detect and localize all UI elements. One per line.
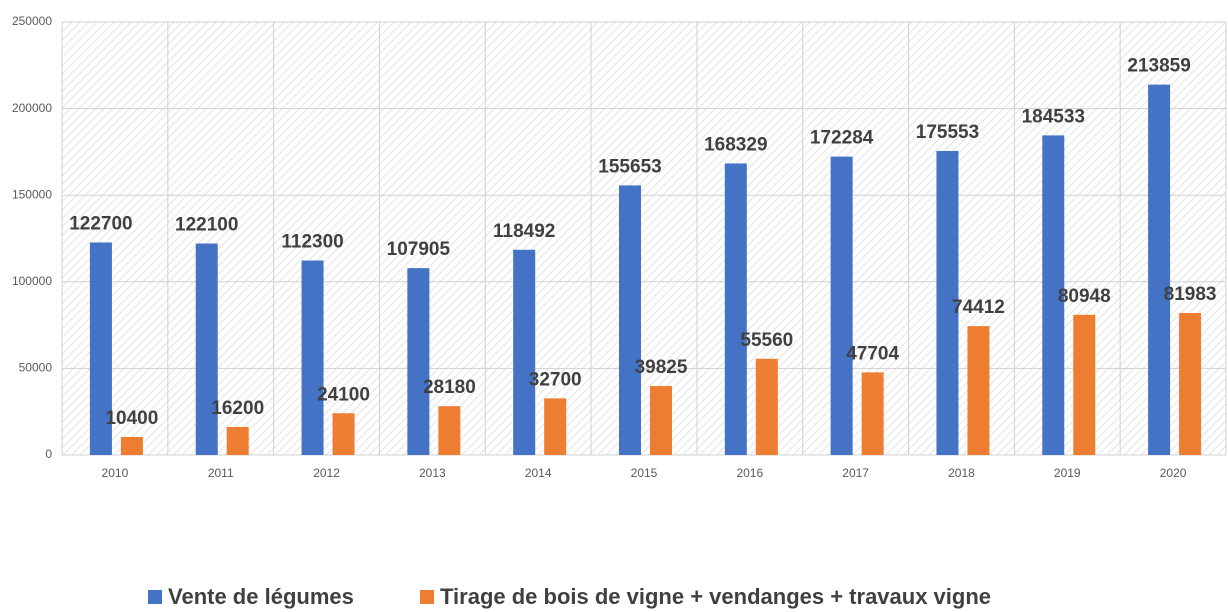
bar	[1042, 135, 1065, 455]
data-label: 118492	[493, 221, 555, 242]
x-tick-label: 2011	[208, 466, 234, 480]
bar	[650, 386, 672, 455]
bar	[619, 185, 641, 455]
data-label: 81983	[1164, 284, 1217, 305]
y-tick-label: 0	[45, 447, 52, 461]
data-label: 175553	[916, 122, 979, 143]
legend-label: Vente de légumes	[168, 584, 354, 609]
y-tick-label: 50000	[19, 361, 53, 375]
bar	[1073, 314, 1096, 455]
bar	[724, 163, 747, 456]
x-tick-label: 2012	[313, 466, 340, 480]
x-tick-label: 2013	[419, 466, 446, 480]
y-tick-label: 200000	[12, 101, 52, 115]
data-label: 122100	[175, 215, 238, 236]
bar	[830, 156, 853, 455]
x-tick-label: 2016	[736, 466, 763, 480]
x-tick-label: 2017	[842, 466, 869, 480]
legend-marker	[420, 590, 434, 604]
data-label: 10400	[105, 408, 158, 429]
plot-background	[62, 22, 1226, 455]
x-tick-label: 2014	[525, 466, 552, 480]
bar	[967, 326, 990, 455]
bar	[1148, 84, 1171, 455]
bar	[120, 436, 143, 455]
legend-label: Tirage de bois de vigne + vendanges + tr…	[440, 584, 991, 609]
bar	[438, 406, 461, 455]
bar	[1179, 313, 1202, 455]
x-tick-label: 2015	[631, 466, 658, 480]
bar	[332, 413, 355, 455]
bar	[936, 150, 959, 455]
data-label: 28180	[423, 377, 476, 398]
data-label: 122700	[69, 213, 132, 234]
data-label: 213859	[1127, 56, 1190, 77]
bar	[513, 249, 536, 455]
y-tick-label: 250000	[12, 14, 52, 28]
data-label: 112300	[281, 232, 343, 253]
bar	[407, 268, 430, 455]
bar	[861, 372, 884, 455]
data-label: 47704	[846, 343, 899, 364]
data-label: 74412	[952, 297, 1005, 318]
data-label: 24100	[317, 384, 370, 405]
bar	[226, 426, 249, 455]
data-label: 16200	[211, 398, 264, 419]
bar	[89, 242, 112, 455]
bar	[544, 398, 567, 455]
x-tick-label: 2020	[1160, 466, 1187, 480]
x-tick-label: 2010	[102, 466, 129, 480]
bar	[755, 358, 778, 455]
bar	[301, 260, 324, 455]
x-tick-label: 2019	[1054, 466, 1081, 480]
bar	[195, 243, 218, 455]
legend-marker	[148, 590, 162, 604]
data-label: 107905	[387, 239, 451, 260]
data-label: 39825	[635, 357, 688, 378]
data-label: 184533	[1022, 106, 1085, 127]
data-label: 80948	[1058, 286, 1111, 307]
data-label: 55560	[740, 330, 793, 351]
y-tick-label: 100000	[12, 274, 52, 288]
data-label: 172284	[810, 128, 874, 149]
data-label: 168329	[704, 134, 767, 155]
x-tick-label: 2018	[948, 466, 975, 480]
data-label: 155653	[598, 156, 661, 177]
data-label: 32700	[529, 369, 582, 390]
y-tick-label: 150000	[12, 187, 52, 201]
